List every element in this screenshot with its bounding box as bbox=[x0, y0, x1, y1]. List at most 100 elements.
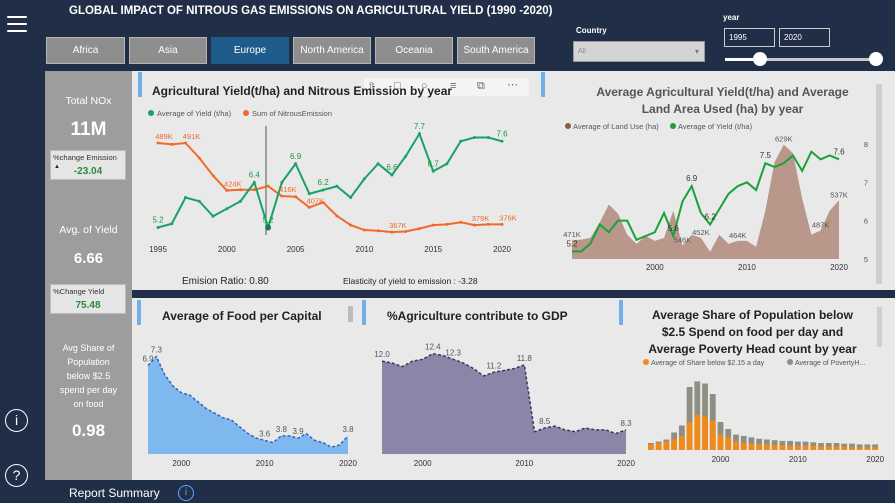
emission-point bbox=[404, 229, 408, 233]
yield-point bbox=[376, 162, 380, 166]
data-label: 12.3 bbox=[445, 348, 461, 357]
yield-land-chart-title: Average Agricultural Yield(t/ha) and Ave… bbox=[550, 84, 895, 118]
poverty-chart-title: Average Share of Population below $2.5 S… bbox=[630, 307, 875, 358]
report-summary-label[interactable]: Report Summary bbox=[69, 486, 160, 500]
x-tick-label: 2010 bbox=[515, 459, 533, 468]
yield-point bbox=[349, 196, 353, 199]
yield-data-label: 6.2 bbox=[318, 178, 330, 187]
data-label: 8.3 bbox=[620, 419, 632, 428]
chevron-down-icon: ▾ bbox=[694, 47, 699, 56]
yield-data-label: 5.2 bbox=[263, 216, 275, 225]
emission-point bbox=[239, 188, 243, 192]
emission-data-label: 489K bbox=[155, 132, 173, 141]
change-emission-card: %change Emission ▲ -23.04 bbox=[50, 150, 126, 180]
data-label: 7.3 bbox=[151, 346, 163, 355]
region-button-africa[interactable]: Africa bbox=[46, 37, 125, 64]
yield-point bbox=[225, 207, 229, 211]
scrollbar[interactable] bbox=[877, 307, 882, 347]
hamburger-menu-icon[interactable] bbox=[7, 16, 27, 32]
emission-point bbox=[170, 142, 174, 146]
pin-icon[interactable]: ⇧ bbox=[367, 81, 377, 93]
region-button-south-america[interactable]: South America bbox=[457, 37, 535, 64]
x-tick-label: 2010 bbox=[789, 455, 807, 464]
legend-label-land: Average of Land Use (ha) bbox=[573, 122, 659, 131]
share-bar bbox=[825, 446, 832, 450]
share-bar bbox=[802, 445, 809, 450]
y-tick-label: 6 bbox=[864, 217, 868, 226]
land-data-label: 629K bbox=[775, 135, 793, 144]
share-bar bbox=[740, 443, 747, 450]
emission-point bbox=[156, 141, 160, 145]
emission-point bbox=[321, 200, 325, 204]
filter-icon[interactable]: ≡ bbox=[450, 80, 457, 92]
region-button-europe[interactable]: Europe bbox=[211, 37, 289, 64]
yield-data-label: 6.9 bbox=[686, 174, 698, 183]
yield-data-label: 7.6 bbox=[496, 129, 508, 138]
share-bar bbox=[663, 441, 670, 450]
avg-yield-value: 6.66 bbox=[73, 250, 104, 267]
info-icon[interactable]: i bbox=[5, 409, 28, 432]
yield-point bbox=[321, 188, 325, 192]
share-bar bbox=[810, 445, 817, 450]
yield-data-label: 7.5 bbox=[760, 151, 772, 160]
selected-point bbox=[265, 224, 272, 231]
yield-data-label: 6.7 bbox=[428, 159, 440, 168]
share-bar bbox=[671, 439, 677, 450]
search-icon[interactable]: ○ bbox=[421, 80, 428, 92]
visual-toolbar[interactable]: ⇧ □ ○ ≡ ⧉ ⋯ bbox=[364, 78, 529, 96]
yield-land-chart: Average of Land Use (ha) Average of Yiel… bbox=[563, 122, 868, 272]
region-button-north-america[interactable]: North America bbox=[293, 37, 371, 64]
x-tick-label: 2020 bbox=[830, 263, 848, 272]
year-slider-end-handle[interactable] bbox=[869, 52, 883, 66]
legend-swatch-yield bbox=[670, 123, 676, 129]
area-fill bbox=[148, 356, 348, 454]
triangle-up-icon: ▲ bbox=[54, 164, 60, 170]
help-icon[interactable]: ? bbox=[5, 464, 28, 487]
total-nox-label: Total NOx bbox=[65, 95, 112, 107]
copy-icon[interactable]: □ bbox=[394, 80, 401, 92]
focus-mode-icon[interactable]: ⧉ bbox=[477, 80, 485, 92]
region-button-oceania[interactable]: Oceania bbox=[375, 37, 453, 64]
poverty-bar bbox=[794, 441, 801, 450]
data-label: 12.4 bbox=[425, 343, 441, 352]
emission-point bbox=[472, 223, 476, 227]
share-bar bbox=[686, 422, 693, 450]
title-line: Average Share of Population below bbox=[652, 308, 853, 322]
x-tick-label: 2020 bbox=[866, 455, 884, 464]
emission-point bbox=[197, 156, 201, 160]
legend-label-emission: Sum of NitrousEmission bbox=[252, 109, 332, 118]
land-data-label: 471K bbox=[563, 230, 581, 239]
land-data-label: 537K bbox=[830, 190, 848, 199]
year-start-input[interactable]: 1995 bbox=[724, 28, 775, 47]
share-bar bbox=[725, 437, 732, 450]
land-data-label: 487K bbox=[812, 221, 830, 230]
yield-data-label: 5.6 bbox=[668, 224, 680, 233]
share-bar bbox=[849, 447, 855, 450]
x-tick-label: 2000 bbox=[172, 459, 190, 468]
legend-label-yield: Average of Yield (t/ha) bbox=[678, 122, 753, 131]
data-label: 8.5 bbox=[539, 417, 551, 426]
title-line: Average Poverty Head count by year bbox=[648, 342, 857, 356]
change-emission-value: -23.04 bbox=[73, 166, 103, 177]
share-bar bbox=[787, 445, 793, 450]
more-options-icon[interactable]: ⋯ bbox=[507, 79, 518, 91]
share-bar bbox=[872, 447, 879, 450]
emission-point bbox=[500, 222, 504, 226]
yield-point bbox=[197, 199, 201, 203]
emission-ratio-text: Emision Ratio: 0.80 bbox=[182, 276, 269, 287]
yield-point bbox=[170, 222, 174, 226]
region-button-asia[interactable]: Asia bbox=[129, 37, 207, 64]
data-label: 3.8 bbox=[276, 425, 288, 434]
share-bar bbox=[779, 445, 786, 450]
country-dropdown[interactable]: All ▾ bbox=[573, 41, 705, 62]
emission-point bbox=[335, 214, 339, 218]
share-bar bbox=[748, 443, 755, 450]
year-end-input[interactable]: 2020 bbox=[779, 28, 830, 47]
yield-data-label: 5.2 bbox=[152, 216, 164, 225]
page-title: GLOBAL IMPACT OF NITROUS GAS EMISSIONS O… bbox=[69, 5, 553, 17]
scrollbar[interactable] bbox=[876, 84, 882, 284]
yield-point bbox=[184, 196, 188, 199]
report-info-icon[interactable]: i bbox=[178, 485, 194, 501]
year-slider-start-handle[interactable] bbox=[753, 52, 767, 66]
scrollbar[interactable] bbox=[348, 306, 353, 322]
